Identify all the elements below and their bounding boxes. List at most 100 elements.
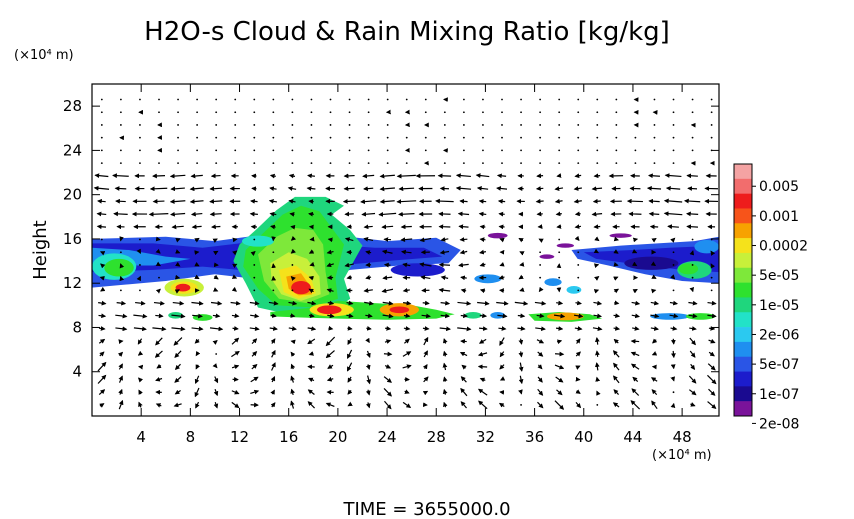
wind-vector bbox=[118, 375, 123, 383]
wind-vector bbox=[613, 389, 620, 395]
wind-vector bbox=[708, 338, 716, 344]
wind-dot bbox=[177, 98, 179, 101]
wind-vector bbox=[231, 313, 240, 319]
wind-dot bbox=[119, 149, 122, 152]
wind-dot bbox=[329, 111, 332, 114]
wind-dot bbox=[215, 149, 218, 152]
wind-vector bbox=[270, 224, 276, 230]
wind-dot bbox=[177, 162, 179, 165]
wind-vector bbox=[613, 375, 620, 384]
wind-vector bbox=[626, 198, 643, 204]
wind-vector bbox=[325, 336, 336, 347]
wind-dot bbox=[272, 251, 275, 254]
wind-vector bbox=[400, 249, 412, 255]
wind-dot bbox=[405, 162, 408, 165]
wind-vector bbox=[213, 376, 219, 384]
fringe bbox=[487, 232, 508, 239]
wind-vector bbox=[423, 336, 429, 346]
wind-vector bbox=[232, 263, 238, 269]
wind-vector bbox=[650, 313, 660, 319]
colorbar-swatch bbox=[734, 386, 752, 402]
wind-vector bbox=[232, 326, 239, 331]
wind-dot bbox=[615, 136, 618, 139]
wind-vector bbox=[403, 300, 412, 306]
wind-vector bbox=[595, 350, 600, 357]
wind-vector bbox=[499, 237, 505, 243]
wind-vector bbox=[440, 313, 450, 319]
wind-vector bbox=[613, 288, 620, 294]
wind-vector bbox=[118, 388, 123, 395]
wind-vector bbox=[556, 339, 563, 345]
wind-vector bbox=[593, 248, 600, 254]
wind-vector bbox=[155, 376, 163, 382]
wind-dot bbox=[443, 162, 446, 165]
wind-vector bbox=[250, 250, 256, 256]
x-tick-label: 12 bbox=[230, 428, 249, 446]
wind-vector bbox=[308, 377, 315, 383]
small-cell bbox=[566, 285, 582, 294]
core-top-patch bbox=[241, 235, 274, 247]
wind-vector bbox=[98, 338, 106, 344]
small-cell bbox=[390, 263, 445, 277]
wind-vector bbox=[650, 261, 657, 267]
wind-dot bbox=[615, 162, 618, 165]
wind-vector bbox=[537, 364, 543, 370]
wind-vector bbox=[665, 185, 681, 191]
wind-dot bbox=[272, 136, 275, 139]
wind-dot bbox=[253, 124, 256, 126]
wind-vector bbox=[172, 300, 185, 306]
wind-vector bbox=[194, 237, 200, 243]
wind-dot bbox=[348, 98, 351, 101]
wind-vector bbox=[478, 211, 487, 217]
wind-vector bbox=[170, 186, 185, 192]
wind-vector bbox=[458, 224, 469, 230]
x-tick-label: 36 bbox=[525, 428, 544, 446]
wind-dot bbox=[139, 98, 141, 101]
wind-vector bbox=[191, 300, 204, 306]
wind-vector bbox=[690, 363, 696, 370]
wind-dot bbox=[691, 149, 694, 152]
wind-vector bbox=[440, 275, 449, 281]
wind-vector bbox=[325, 350, 335, 359]
wind-dot bbox=[443, 111, 446, 114]
wind-vector bbox=[251, 351, 258, 357]
wind-dot bbox=[691, 111, 694, 114]
wind-vector bbox=[249, 300, 260, 306]
wind-vector bbox=[689, 250, 695, 256]
wind-vector bbox=[518, 375, 524, 385]
wind-dot bbox=[710, 111, 713, 114]
wind-vector bbox=[400, 237, 413, 243]
wind-vector bbox=[556, 300, 564, 306]
x-tick-label: 24 bbox=[378, 428, 397, 446]
wind-vector bbox=[422, 326, 430, 331]
wind-vector bbox=[519, 251, 525, 256]
wind-vector bbox=[460, 275, 467, 281]
wind-dot bbox=[215, 353, 218, 355]
time-label: TIME = 3655000.0 bbox=[342, 499, 510, 519]
wind-vector bbox=[555, 326, 564, 331]
wind-vector bbox=[171, 326, 186, 332]
wind-dot bbox=[577, 111, 580, 114]
wind-vector bbox=[347, 376, 353, 383]
wind-vector bbox=[231, 274, 238, 279]
wind-vector bbox=[498, 402, 505, 408]
wind-dot bbox=[215, 162, 218, 165]
wind-vector bbox=[231, 286, 237, 292]
wind-vector bbox=[173, 337, 183, 346]
wind-vector bbox=[361, 211, 376, 217]
wind-vector bbox=[327, 313, 335, 319]
wind-vector bbox=[669, 313, 679, 319]
wind-vector bbox=[290, 363, 296, 370]
wind-vector bbox=[251, 363, 258, 370]
wind-vector bbox=[596, 390, 601, 396]
wind-dot bbox=[710, 98, 713, 101]
wind-vector bbox=[194, 375, 200, 385]
wind-vector bbox=[671, 350, 676, 359]
wind-vector bbox=[96, 211, 107, 217]
wind-vector bbox=[403, 326, 411, 331]
wind-dot bbox=[291, 289, 294, 292]
wind-vector bbox=[613, 249, 619, 254]
wind-vector bbox=[575, 365, 581, 370]
wind-vector bbox=[573, 313, 584, 319]
colorbar-swatch bbox=[734, 341, 752, 358]
